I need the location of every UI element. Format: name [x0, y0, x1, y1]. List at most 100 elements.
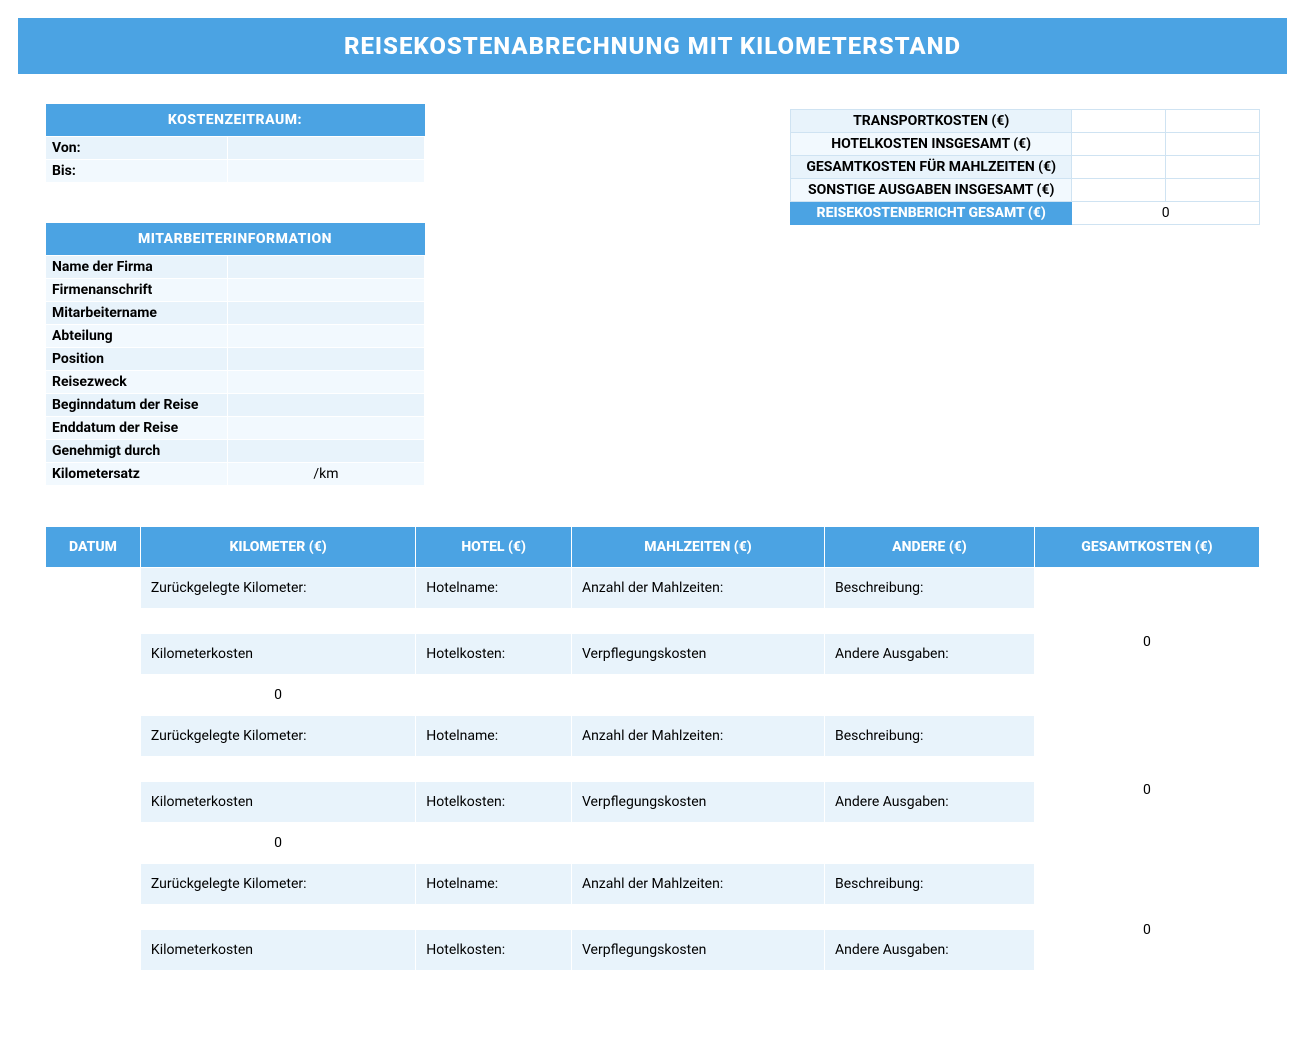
employee-row-label: Position — [46, 348, 228, 371]
employee-row-label: Name der Firma — [46, 256, 228, 279]
expense-date-cell[interactable] — [46, 568, 141, 716]
expense-cost-cell[interactable] — [825, 971, 1035, 996]
employee-table: MITARBEITERINFORMATION Name der FirmaFir… — [45, 223, 425, 486]
summary-row-value1[interactable] — [1072, 133, 1166, 156]
expense-input-cell[interactable] — [140, 609, 415, 634]
summary-row-value1[interactable] — [1072, 156, 1166, 179]
expense-table: DATUMKILOMETER (€)HOTEL (€)MAHLZEITEN (€… — [45, 526, 1260, 996]
expense-sublabel: Zurückgelegte Kilometer: — [140, 864, 415, 905]
employee-row-value[interactable] — [227, 440, 424, 463]
expense-input-cell[interactable] — [825, 757, 1035, 782]
expense-row-total: 0 — [1034, 864, 1259, 996]
expense-cost-cell[interactable] — [571, 971, 824, 996]
expense-date-cell[interactable] — [46, 864, 141, 996]
period-to-value[interactable] — [227, 160, 424, 183]
employee-row-value[interactable] — [227, 417, 424, 440]
summary-total-value: 0 — [1072, 202, 1260, 225]
summary-row-value2[interactable] — [1166, 133, 1260, 156]
employee-row-label: Enddatum der Reise — [46, 417, 228, 440]
expense-sublabel: Hotelkosten: — [416, 634, 572, 675]
expense-sublabel: Zurückgelegte Kilometer: — [140, 568, 415, 609]
employee-row-value[interactable] — [227, 394, 424, 417]
expense-cost-cell[interactable] — [825, 675, 1035, 716]
employee-row-value[interactable]: /km — [227, 463, 424, 486]
expense-sublabel: Kilometerkosten — [140, 782, 415, 823]
expense-sublabel: Anzahl der Mahlzeiten: — [571, 864, 824, 905]
employee-row-value[interactable] — [227, 371, 424, 394]
period-from-value[interactable] — [227, 137, 424, 160]
expense-sublabel: Kilometerkosten — [140, 634, 415, 675]
expense-sublabel: Anzahl der Mahlzeiten: — [571, 716, 824, 757]
expense-sublabel: Andere Ausgaben: — [825, 782, 1035, 823]
expense-input-cell[interactable] — [825, 905, 1035, 930]
expense-sublabel: Andere Ausgaben: — [825, 634, 1035, 675]
summary-row-label: TRANSPORTKOSTEN (€) — [791, 110, 1072, 133]
expense-input-cell[interactable] — [825, 609, 1035, 634]
expense-cost-cell[interactable] — [571, 675, 824, 716]
expense-cost-cell[interactable] — [571, 823, 824, 864]
expense-sublabel: Hotelname: — [416, 568, 572, 609]
expense-input-cell[interactable] — [571, 905, 824, 930]
expense-cost-cell[interactable]: 0 — [140, 675, 415, 716]
expense-column-header: DATUM — [46, 527, 141, 568]
employee-row-label: Reisezweck — [46, 371, 228, 394]
expense-input-cell[interactable] — [140, 757, 415, 782]
expense-cost-cell[interactable] — [416, 971, 572, 996]
employee-row-value[interactable] — [227, 302, 424, 325]
summary-row-label: GESAMTKOSTEN FÜR MAHLZEITEN (€) — [791, 156, 1072, 179]
expense-cost-cell[interactable] — [140, 971, 415, 996]
expense-sublabel: Hotelkosten: — [416, 930, 572, 971]
period-from-label: Von: — [46, 137, 228, 160]
expense-input-cell[interactable] — [416, 757, 572, 782]
expense-sublabel: Hotelkosten: — [416, 782, 572, 823]
expense-sublabel: Hotelname: — [416, 716, 572, 757]
page-title: REISEKOSTENABRECHNUNG MIT KILOMETERSTAND — [18, 18, 1287, 74]
employee-row-value[interactable] — [227, 348, 424, 371]
expense-sublabel: Verpflegungskosten — [571, 930, 824, 971]
employee-row-label: Abteilung — [46, 325, 228, 348]
expense-sublabel: Beschreibung: — [825, 716, 1035, 757]
expense-input-cell[interactable] — [571, 757, 824, 782]
expense-row-total: 0 — [1034, 716, 1259, 864]
employee-row-value[interactable] — [227, 325, 424, 348]
expense-column-header: MAHLZEITEN (€) — [571, 527, 824, 568]
expense-sublabel: Kilometerkosten — [140, 930, 415, 971]
expense-row-total: 0 — [1034, 568, 1259, 716]
expense-sublabel: Verpflegungskosten — [571, 634, 824, 675]
period-header: KOSTENZEITRAUM: — [46, 104, 425, 137]
expense-cost-cell[interactable] — [825, 823, 1035, 864]
expense-sublabel: Zurückgelegte Kilometer: — [140, 716, 415, 757]
employee-row-label: Firmenanschrift — [46, 279, 228, 302]
summary-row-value1[interactable] — [1072, 179, 1166, 202]
expense-input-cell[interactable] — [416, 905, 572, 930]
expense-column-header: GESAMTKOSTEN (€) — [1034, 527, 1259, 568]
expense-input-cell[interactable] — [140, 905, 415, 930]
employee-header: MITARBEITERINFORMATION — [46, 223, 425, 256]
summary-row-value2[interactable] — [1166, 110, 1260, 133]
expense-column-header: HOTEL (€) — [416, 527, 572, 568]
summary-row-label: HOTELKOSTEN INSGESAMT (€) — [791, 133, 1072, 156]
employee-row-value[interactable] — [227, 279, 424, 302]
summary-row-value1[interactable] — [1072, 110, 1166, 133]
expense-input-cell[interactable] — [416, 609, 572, 634]
summary-row-label: SONSTIGE AUSGABEN INSGESAMT (€) — [791, 179, 1072, 202]
expense-column-header: KILOMETER (€) — [140, 527, 415, 568]
employee-row-label: Kilometersatz — [46, 463, 228, 486]
period-table: KOSTENZEITRAUM: Von: Bis: — [45, 104, 425, 183]
period-to-label: Bis: — [46, 160, 228, 183]
summary-table: TRANSPORTKOSTEN (€)HOTELKOSTEN INSGESAMT… — [790, 109, 1260, 225]
expense-cost-cell[interactable] — [416, 675, 572, 716]
expense-sublabel: Andere Ausgaben: — [825, 930, 1035, 971]
expense-cost-cell[interactable]: 0 — [140, 823, 415, 864]
employee-row-label: Beginndatum der Reise — [46, 394, 228, 417]
expense-sublabel: Beschreibung: — [825, 568, 1035, 609]
summary-row-value2[interactable] — [1166, 156, 1260, 179]
employee-row-value[interactable] — [227, 256, 424, 279]
expense-sublabel: Hotelname: — [416, 864, 572, 905]
employee-row-label: Mitarbeitername — [46, 302, 228, 325]
expense-cost-cell[interactable] — [416, 823, 572, 864]
summary-total-label: REISEKOSTENBERICHT GESAMT (€) — [791, 202, 1072, 225]
expense-input-cell[interactable] — [571, 609, 824, 634]
expense-date-cell[interactable] — [46, 716, 141, 864]
summary-row-value2[interactable] — [1166, 179, 1260, 202]
